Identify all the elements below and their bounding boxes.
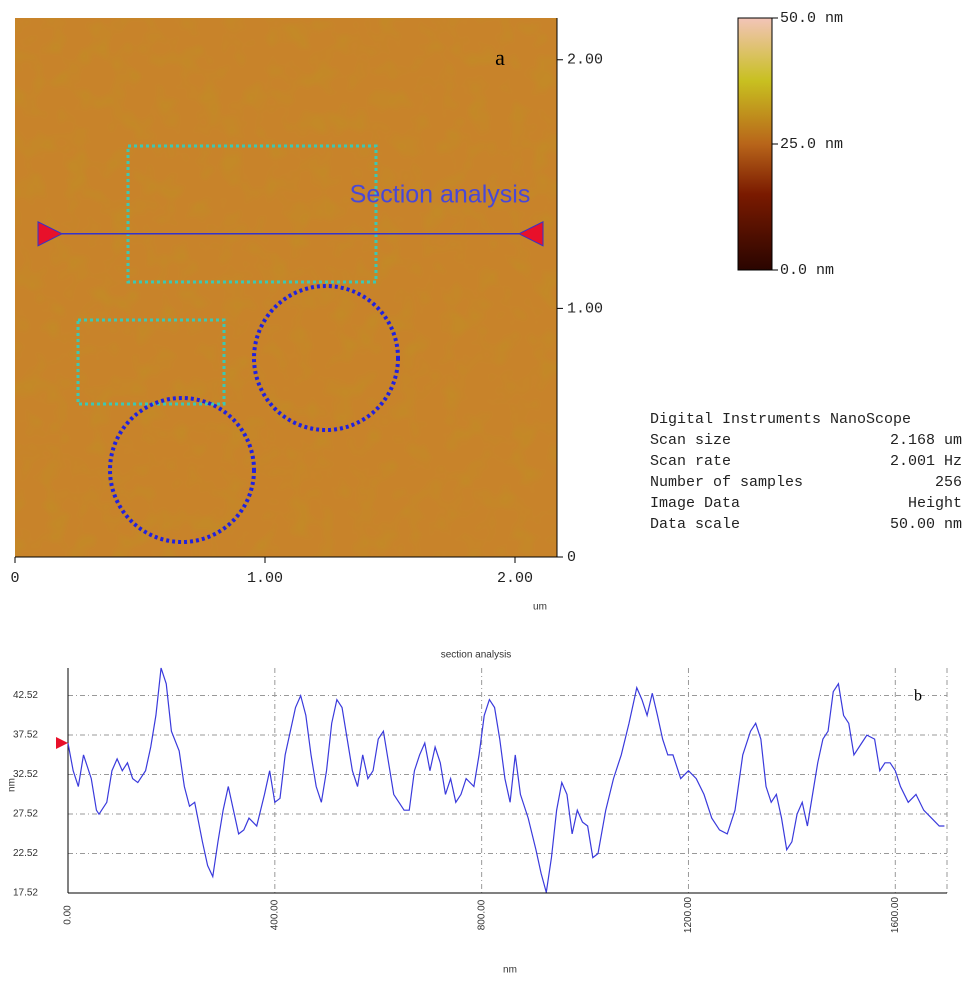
info-value: Height (908, 495, 962, 512)
region-circle (108, 396, 256, 544)
y-tick-label: 1.00 (567, 300, 603, 317)
y-axis-label: nm (7, 778, 18, 792)
info-header: Digital Instruments NanoScope (650, 411, 911, 428)
panel-label: a (495, 45, 505, 70)
x-tick-label: 800.00 (476, 899, 487, 930)
x-axis-label: nm (503, 965, 517, 976)
y-tick-label: 37.52 (13, 730, 38, 741)
section-label: Section analysis (350, 180, 531, 208)
cursor-marker (56, 737, 68, 750)
x-tick-label: 2.00 (497, 570, 533, 587)
y-tick-label: 27.52 (13, 809, 38, 820)
section-marker (517, 220, 544, 247)
colorbar-label: 50.0 nm (780, 10, 843, 27)
colorbar-label: 0.0 nm (780, 262, 834, 279)
y-tick-label: 22.52 (13, 848, 38, 859)
data-line (67, 667, 945, 893)
info-key: Number of samples (650, 474, 803, 491)
section-marker (37, 220, 64, 247)
info-key: Scan rate (650, 453, 731, 470)
colorbar-label: 25.0 nm (780, 136, 843, 153)
info-value: 2.001 Hz (890, 453, 962, 470)
x-tick-label: 1200.00 (683, 896, 694, 933)
afm-texture (15, 18, 557, 557)
info-value: 2.168 um (890, 432, 962, 449)
info-key: Scan size (650, 432, 731, 449)
info-key: Image Data (650, 495, 740, 512)
region-circle (252, 284, 400, 432)
y-tick-label: 42.52 (13, 690, 38, 701)
y-tick-label: 2.00 (567, 52, 603, 69)
info-value: 256 (935, 474, 962, 491)
y-tick-label: 0 (567, 549, 576, 566)
x-axis-label: um (533, 602, 547, 613)
x-tick-label: 1600.00 (890, 896, 901, 933)
panel-label: b (914, 688, 922, 705)
x-tick-label: 1.00 (247, 570, 283, 587)
info-value: 50.00 nm (890, 516, 962, 533)
x-tick-label: 0.00 (63, 905, 74, 925)
chart-title: section analysis (441, 650, 512, 661)
x-tick-label: 400.00 (269, 899, 280, 930)
y-tick-label: 32.52 (13, 769, 38, 780)
info-key: Data scale (650, 516, 740, 533)
x-tick-label: 0 (10, 570, 19, 587)
y-tick-label: 17.52 (13, 888, 38, 899)
colorbar (737, 17, 773, 271)
